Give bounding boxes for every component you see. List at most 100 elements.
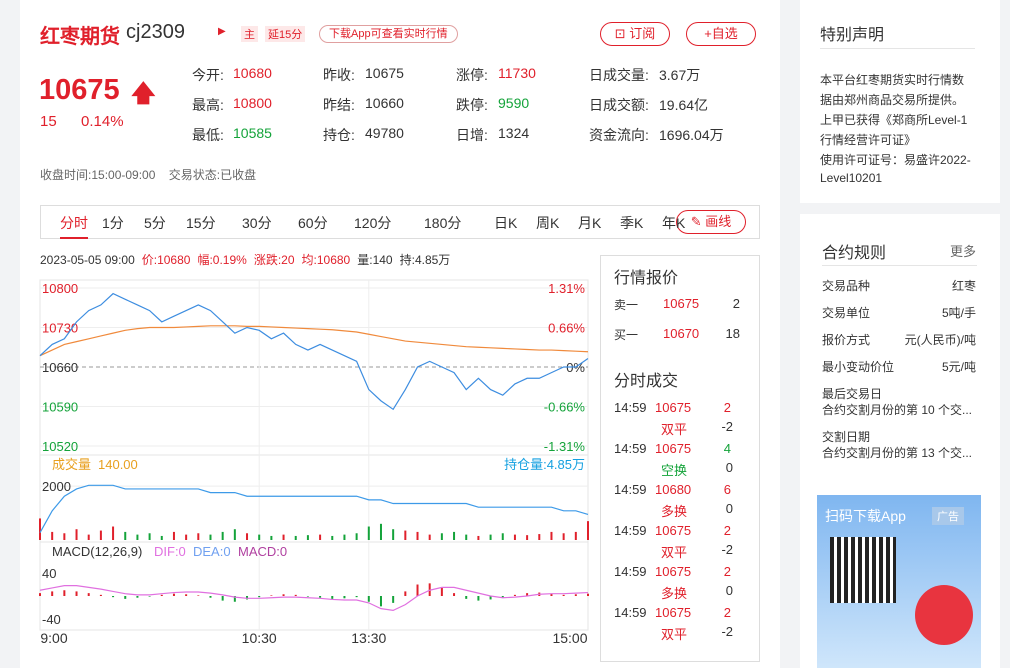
volume-bar <box>233 529 236 540</box>
main-panel <box>20 0 780 668</box>
stat-label: 跌停: <box>456 97 488 113</box>
volume-bar <box>294 535 297 540</box>
volume-label: 成交量 <box>52 457 91 472</box>
macd-bar <box>526 593 529 596</box>
stat-label: 持仓: <box>323 127 355 143</box>
volume-bar <box>562 533 565 540</box>
trade-type: 双平 <box>661 545 688 560</box>
macd-bar <box>319 596 322 598</box>
draw-text: 画线 <box>705 214 732 229</box>
volume-bar <box>428 534 431 540</box>
status-value: 已收盘 <box>220 168 257 182</box>
stat-value: 1696.04万 <box>659 127 724 143</box>
rule-key: 交割日期 <box>822 430 871 444</box>
stat-label: 昨收: <box>323 67 355 83</box>
stat-label: 今开: <box>192 67 224 83</box>
volume-bar <box>526 535 529 540</box>
tab[interactable]: 1分 <box>102 215 124 231</box>
tab[interactable]: 5分 <box>144 215 166 231</box>
main-badge: 主 <box>241 26 258 42</box>
stat-label: 资金流向: <box>589 127 649 143</box>
volume-bar <box>124 531 127 540</box>
trade-vol: 6 <box>723 482 731 497</box>
macd-bar <box>63 590 66 596</box>
stat-value: 10680 <box>233 65 272 81</box>
tab[interactable]: 60分 <box>298 215 328 231</box>
macd-bar <box>185 594 188 596</box>
stat-label: 日成交额: <box>589 97 649 113</box>
stat-value: 1324 <box>498 125 530 141</box>
tab[interactable]: 分时 <box>60 213 88 239</box>
trade-change: 0 <box>725 501 733 516</box>
tab[interactable]: 月K <box>578 215 602 231</box>
tab[interactable]: 日K <box>494 215 518 231</box>
tab[interactable]: 120分 <box>354 215 392 231</box>
rules-title: 合约规则 <box>822 245 887 262</box>
volume-bar <box>306 535 309 540</box>
trade-type: 双平 <box>661 627 688 642</box>
macd-bar <box>148 596 151 597</box>
trade-vol: 2 <box>723 564 731 579</box>
volume-bar <box>331 535 334 540</box>
y-tick-label: -40 <box>42 612 61 627</box>
code: cj2309 <box>126 21 185 43</box>
macd-bar <box>282 594 285 596</box>
rule-value: 元(人民币)/吨 <box>904 333 976 347</box>
volume-bar <box>538 534 541 540</box>
macd-bar <box>294 594 297 596</box>
volume-bar <box>87 534 90 540</box>
volume-bar <box>440 533 443 540</box>
tab[interactable]: 周K <box>536 215 560 231</box>
watch-button[interactable]: +自选 <box>686 22 756 46</box>
trade-time: 14:59 <box>614 400 647 415</box>
macd-bar <box>197 595 200 596</box>
book-price: 10670 <box>663 326 700 341</box>
stat-value: 11730 <box>498 65 536 81</box>
volume-bar <box>63 533 66 540</box>
macd-bar <box>587 593 589 596</box>
tab[interactable]: 180分 <box>424 215 462 231</box>
tab[interactable]: 15分 <box>186 215 216 231</box>
rule-key: 交易单位 <box>822 306 871 320</box>
trade-vol: 2 <box>723 605 731 620</box>
volume-bar <box>343 534 346 540</box>
trade-price: 10675 <box>655 605 692 620</box>
tab[interactable]: 季K <box>620 215 644 231</box>
volume-bar <box>160 535 163 540</box>
notice-line: 使用许可证号：易盛许2022- <box>820 153 971 167</box>
trade-time: 14:59 <box>614 523 647 538</box>
stat-value: 3.67万 <box>659 67 701 83</box>
volume-bar <box>477 535 480 540</box>
tab[interactable]: 30分 <box>242 215 272 231</box>
notice-line: 据由郑州商品交易所提供。 <box>820 93 965 107</box>
macd-title: MACD(12,26,9) <box>52 544 142 559</box>
trade-price: 10675 <box>655 400 692 415</box>
avg-line <box>39 325 589 357</box>
y-tick-label: 10520 <box>42 439 78 454</box>
stat-value: 9590 <box>498 95 530 111</box>
rules-more[interactable]: 更多 <box>950 244 977 259</box>
info-line: 2023-05-05 09:00 价:10680 幅:0.19% 涨跌:20 均:106… <box>40 251 457 268</box>
macd-bar <box>355 596 358 598</box>
stat-label: 日增: <box>456 127 488 143</box>
subscribe-button[interactable]: ⊡ 订阅 <box>600 22 670 46</box>
pct-label: -1.31% <box>544 439 586 454</box>
volume-bar <box>258 534 261 540</box>
divider <box>820 48 975 49</box>
macd-bar <box>513 594 516 596</box>
macd-bar <box>124 596 127 599</box>
volume-bar <box>270 535 273 540</box>
macd-bar <box>416 584 419 596</box>
tab[interactable]: 年K <box>662 215 686 231</box>
trade-change: -2 <box>721 419 733 434</box>
book-title: 行情报价 <box>614 270 679 287</box>
y-tick-label: 40 <box>42 566 56 581</box>
volume-bar <box>197 533 200 540</box>
draw-button[interactable]: ✎ 画线 <box>676 210 746 234</box>
app-link[interactable]: 下载App可查看实时行情 <box>319 25 458 43</box>
stat-label: 最低: <box>192 127 224 143</box>
stat-value: 10675 <box>365 65 404 81</box>
macd-bar <box>379 596 382 607</box>
macd-bar <box>306 596 309 597</box>
trade-type: 空换 <box>661 463 688 478</box>
